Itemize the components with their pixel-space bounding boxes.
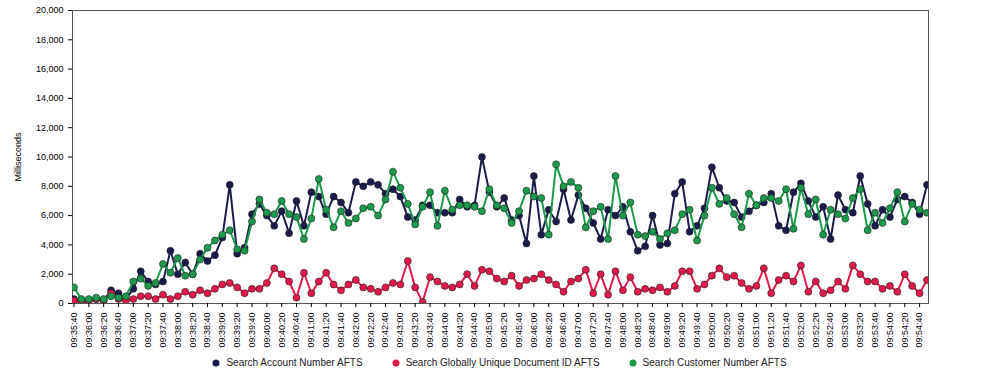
svg-text:09:45:40: 09:45:40 (514, 313, 524, 348)
svg-text:18,000: 18,000 (36, 35, 64, 45)
svg-text:09:36:40: 09:36:40 (113, 313, 123, 348)
svg-text:09:38:20: 09:38:20 (188, 313, 198, 348)
svg-text:09:44:20: 09:44:20 (455, 313, 465, 348)
svg-text:09:50:20: 09:50:20 (722, 313, 732, 348)
svg-text:09:43:20: 09:43:20 (410, 313, 420, 348)
svg-text:09:49:00: 09:49:00 (662, 313, 672, 348)
svg-text:09:48:40: 09:48:40 (647, 313, 657, 348)
svg-text:09:42:20: 09:42:20 (366, 313, 376, 348)
svg-text:09:52:00: 09:52:00 (796, 313, 806, 348)
svg-text:09:37:00: 09:37:00 (128, 313, 138, 348)
svg-text:09:51:40: 09:51:40 (781, 313, 791, 348)
svg-text:09:49:40: 09:49:40 (692, 313, 702, 348)
svg-text:09:46:20: 09:46:20 (544, 313, 554, 348)
svg-text:09:38:40: 09:38:40 (202, 313, 212, 348)
svg-text:09:49:20: 09:49:20 (677, 313, 687, 348)
svg-text:09:36:20: 09:36:20 (99, 313, 109, 348)
svg-text:09:54:40: 09:54:40 (914, 313, 924, 348)
svg-text:09:37:40: 09:37:40 (158, 313, 168, 348)
svg-text:09:52:20: 09:52:20 (811, 313, 821, 348)
svg-text:09:42:40: 09:42:40 (380, 313, 390, 348)
svg-text:09:39:40: 09:39:40 (247, 313, 257, 348)
svg-text:09:41:40: 09:41:40 (336, 313, 346, 348)
svg-text:8,000: 8,000 (41, 181, 64, 191)
svg-text:09:51:20: 09:51:20 (766, 313, 776, 348)
svg-text:09:47:40: 09:47:40 (603, 313, 613, 348)
svg-text:09:42:00: 09:42:00 (351, 313, 361, 348)
svg-text:09:53:00: 09:53:00 (840, 313, 850, 348)
svg-text:20,000: 20,000 (36, 5, 64, 15)
svg-text:09:45:20: 09:45:20 (499, 313, 509, 348)
svg-text:16,000: 16,000 (36, 64, 64, 74)
svg-text:09:43:40: 09:43:40 (425, 313, 435, 348)
svg-text:Milliseconds: Milliseconds (13, 132, 23, 182)
svg-text:09:50:40: 09:50:40 (736, 313, 746, 348)
svg-text:09:53:20: 09:53:20 (855, 313, 865, 348)
svg-text:09:37:20: 09:37:20 (143, 313, 153, 348)
svg-text:09:40:00: 09:40:00 (262, 313, 272, 348)
svg-text:14,000: 14,000 (36, 93, 64, 103)
svg-text:10,000: 10,000 (36, 152, 64, 162)
svg-text:09:40:20: 09:40:20 (277, 313, 287, 348)
svg-text:09:50:00: 09:50:00 (707, 313, 717, 348)
svg-text:09:35:40: 09:35:40 (69, 313, 79, 348)
svg-text:09:44:40: 09:44:40 (469, 313, 479, 348)
svg-text:09:41:20: 09:41:20 (321, 313, 331, 348)
svg-text:09:48:20: 09:48:20 (633, 313, 643, 348)
svg-text:09:39:20: 09:39:20 (232, 313, 242, 348)
svg-text:09:38:00: 09:38:00 (173, 313, 183, 348)
svg-text:09:54:20: 09:54:20 (900, 313, 910, 348)
svg-text:09:52:40: 09:52:40 (825, 313, 835, 348)
svg-text:09:47:00: 09:47:00 (573, 313, 583, 348)
svg-text:09:40:40: 09:40:40 (291, 313, 301, 348)
svg-text:4,000: 4,000 (41, 240, 64, 250)
svg-text:09:44:00: 09:44:00 (440, 313, 450, 348)
svg-text:09:41:00: 09:41:00 (306, 313, 316, 348)
svg-text:09:39:00: 09:39:00 (217, 313, 227, 348)
svg-text:09:36:00: 09:36:00 (84, 313, 94, 348)
html-text:Search Globally Unique Documen: Search Globally Unique Document ID AFTS (405, 357, 600, 368)
html-text:Search Customer Number AFTS: Search Customer Number AFTS (642, 357, 787, 368)
html-text:Search Account Number AFTS: Search Account Number AFTS (226, 357, 363, 368)
svg-text:09:43:00: 09:43:00 (395, 313, 405, 348)
svg-text:09:48:00: 09:48:00 (618, 313, 628, 348)
svg-text:12,000: 12,000 (36, 123, 64, 133)
svg-text:09:53:40: 09:53:40 (870, 313, 880, 348)
svg-text:6,000: 6,000 (41, 210, 64, 220)
svg-text:2,000: 2,000 (41, 269, 64, 279)
svg-text:09:51:00: 09:51:00 (751, 313, 761, 348)
svg-text:09:45:00: 09:45:00 (484, 313, 494, 348)
svg-text:09:46:40: 09:46:40 (558, 313, 568, 348)
svg-text:09:46:00: 09:46:00 (529, 313, 539, 348)
svg-text:09:47:20: 09:47:20 (588, 313, 598, 348)
svg-text:09:54:00: 09:54:00 (885, 313, 895, 348)
svg-text:0: 0 (58, 298, 63, 308)
